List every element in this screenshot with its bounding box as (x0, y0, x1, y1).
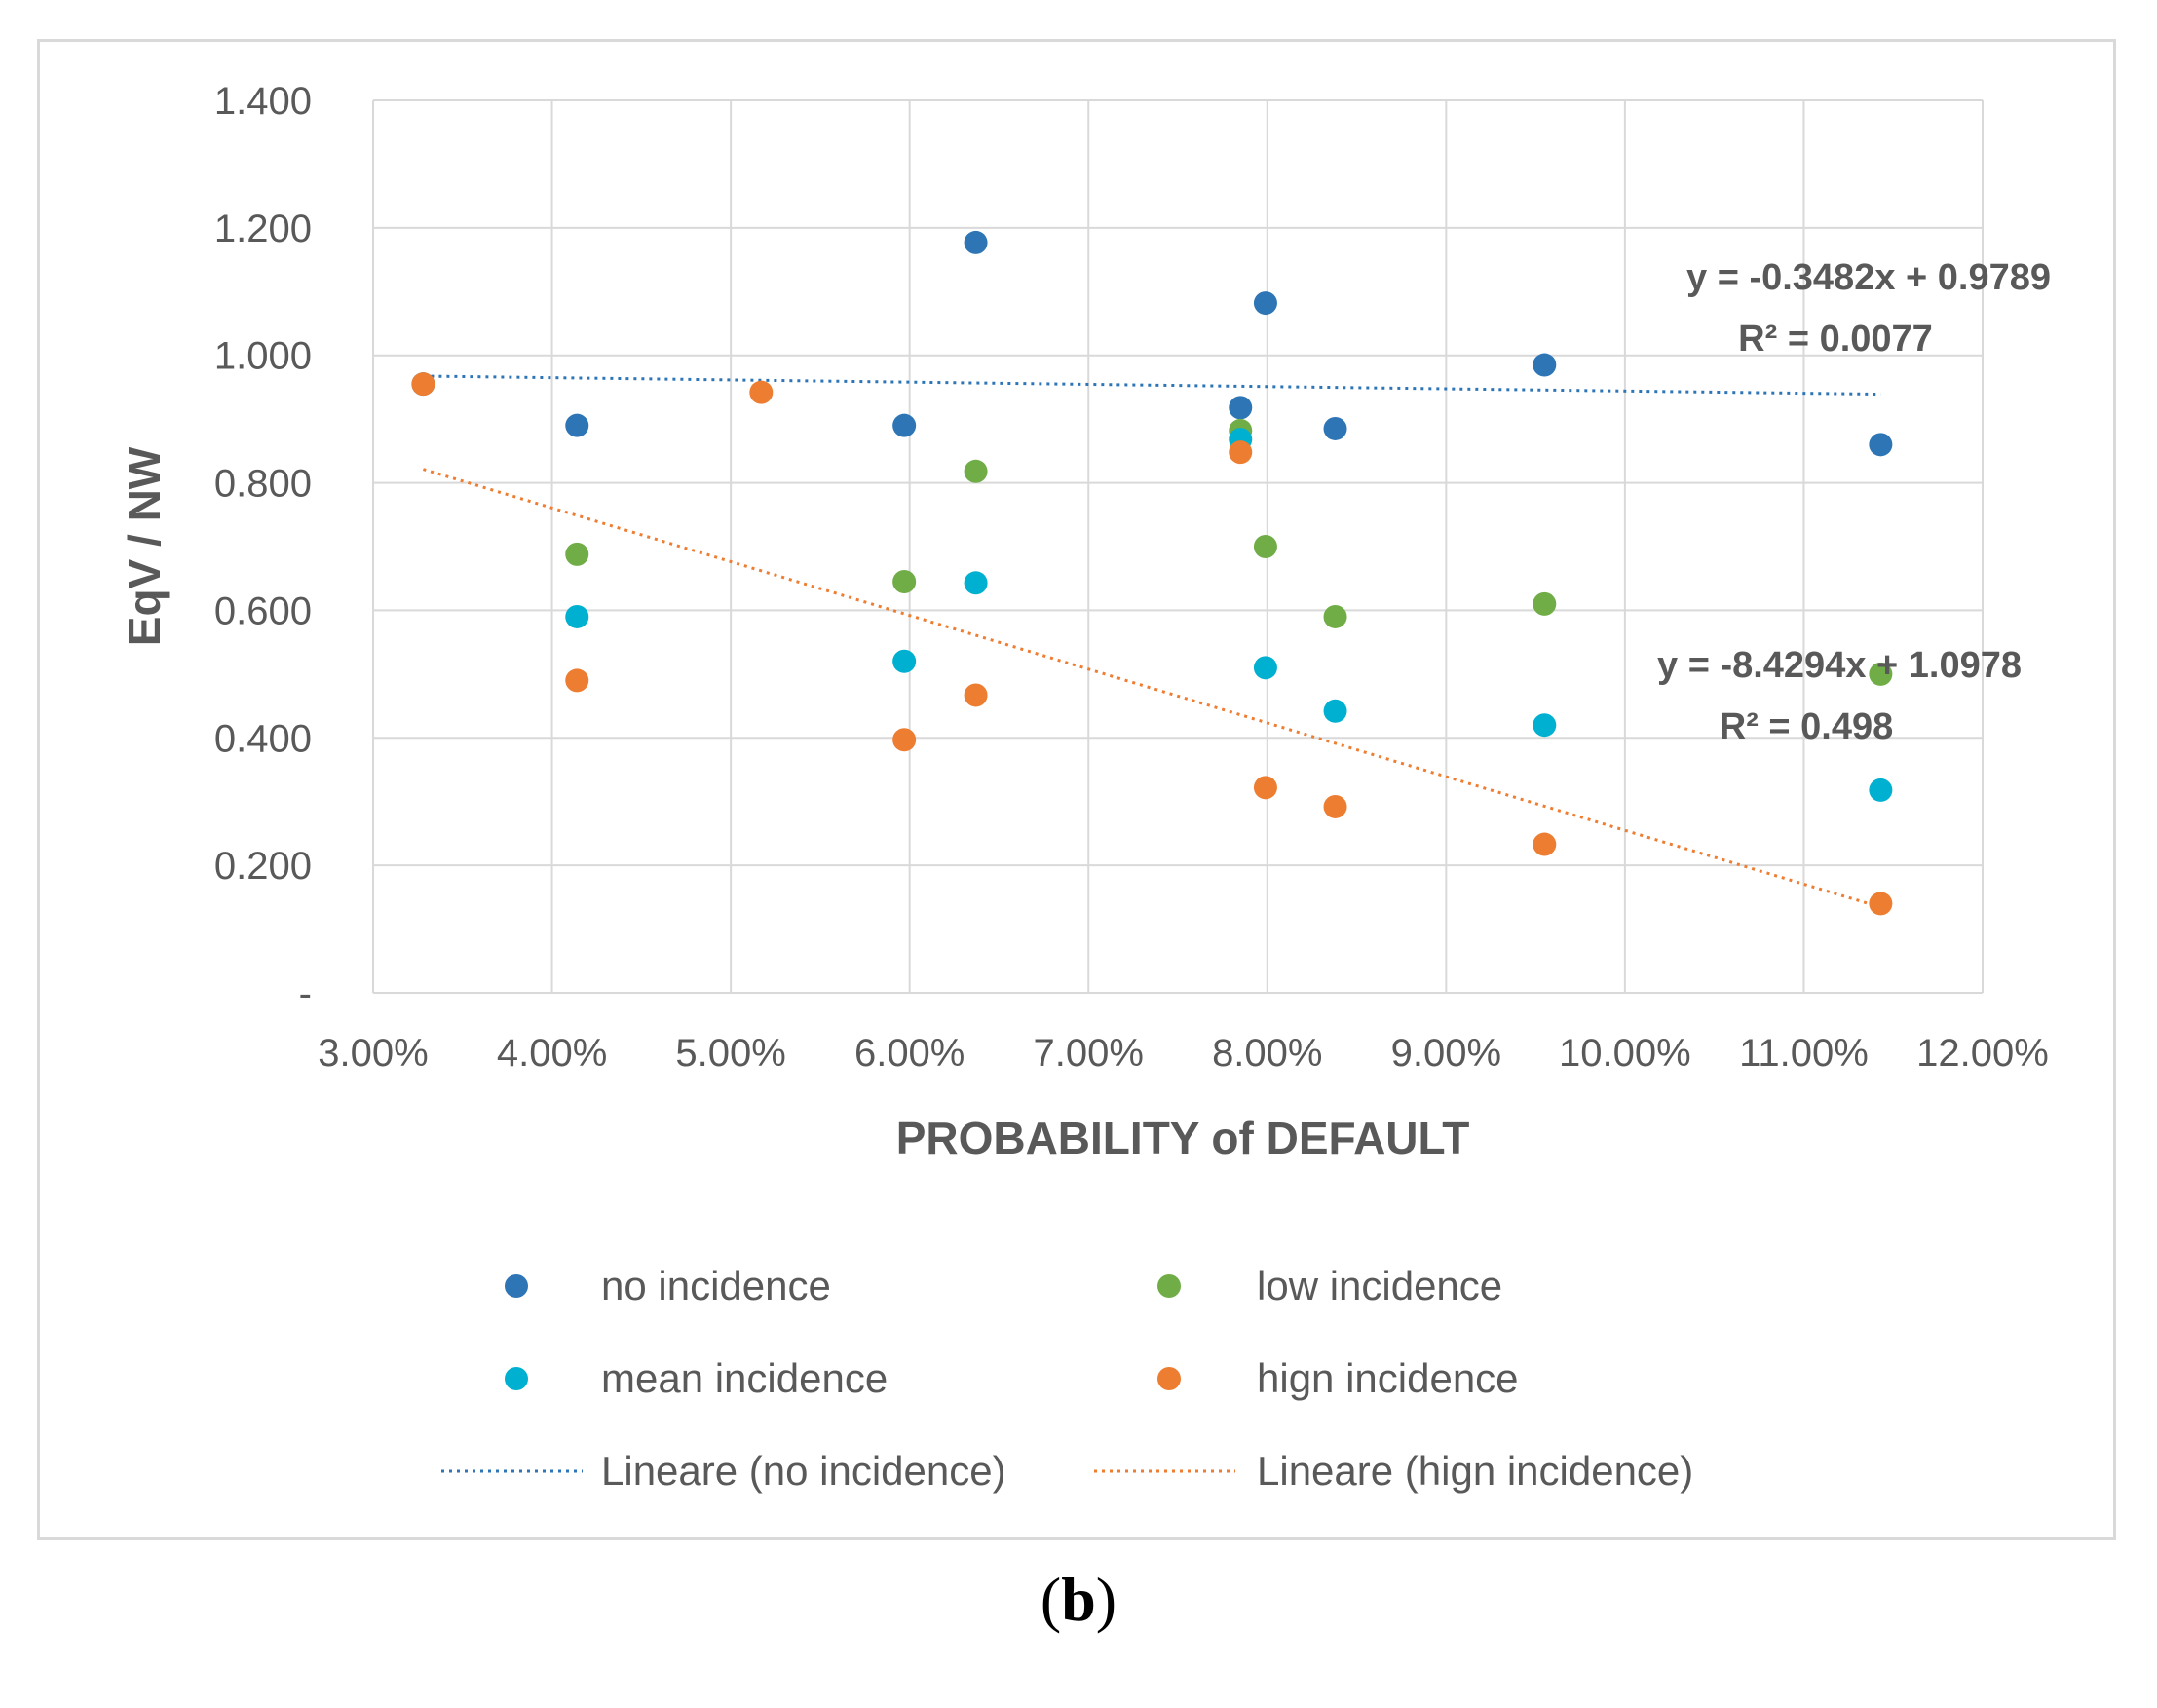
y-axis-title: EqV / NW (119, 446, 170, 646)
x-tick-label: 5.00% (675, 1032, 785, 1075)
data-point-1 (892, 569, 917, 593)
x-axis-title: PROBABILITY of DEFAULT (896, 1113, 1470, 1163)
y-tick-label: 0.600 (214, 589, 312, 632)
legend-label: Lineare (hign incidence) (1257, 1448, 1693, 1494)
y-tick-label: 1.000 (214, 335, 312, 378)
data-point-0 (1869, 433, 1893, 457)
data-point-2 (1533, 713, 1557, 738)
legend-label: low incidence (1257, 1263, 1502, 1309)
x-tick-label: 12.00% (1916, 1032, 2049, 1075)
y-tick-label: - (299, 972, 312, 1015)
data-point-3 (1253, 776, 1277, 800)
chart-frame (37, 39, 2116, 1540)
data-point-2 (565, 604, 589, 628)
legend-marker (1157, 1367, 1181, 1390)
x-tick-label: 10.00% (1559, 1032, 1691, 1075)
legend-label: mean incidence (601, 1355, 888, 1401)
data-point-0 (892, 413, 917, 437)
caption-letter: b (1061, 1565, 1096, 1634)
legend-label: hign incidence (1257, 1355, 1519, 1401)
data-point-0 (1533, 353, 1557, 377)
trendline-r2: R² = 0.498 (1720, 706, 1894, 747)
legend-marker (505, 1274, 528, 1298)
y-tick-label: 0.800 (214, 463, 312, 506)
data-point-2 (1253, 656, 1277, 680)
data-point-1 (1323, 604, 1347, 628)
data-point-2 (964, 571, 988, 595)
trendline-r2: R² = 0.0077 (1738, 319, 1933, 360)
data-point-3 (411, 372, 435, 397)
trendline-equation: y = -8.4294x + 1.0978 (1657, 645, 2022, 686)
data-point-3 (749, 380, 774, 404)
data-point-3 (892, 728, 917, 752)
data-point-3 (1533, 832, 1557, 856)
x-tick-label: 7.00% (1034, 1032, 1144, 1075)
x-tick-label: 4.00% (497, 1032, 607, 1075)
data-point-2 (1323, 699, 1347, 723)
data-point-2 (1869, 778, 1893, 802)
x-tick-label: 3.00% (318, 1032, 428, 1075)
y-tick-label: 0.400 (214, 717, 312, 760)
data-point-0 (1253, 291, 1277, 316)
trendline-1 (422, 468, 1881, 909)
legend-label: no incidence (601, 1263, 831, 1309)
data-point-0 (565, 413, 589, 437)
caption-close: ) (1095, 1565, 1117, 1634)
trendline-equation: y = -0.3482x + 0.9789 (1686, 257, 2051, 298)
x-tick-label: 6.00% (854, 1032, 965, 1075)
x-tick-label: 8.00% (1212, 1032, 1322, 1075)
caption-open: ( (1040, 1565, 1062, 1634)
data-point-3 (1869, 892, 1893, 916)
legend-marker (505, 1367, 528, 1390)
data-point-2 (892, 649, 917, 673)
y-tick-label: 1.200 (214, 208, 312, 250)
data-point-0 (964, 230, 988, 254)
data-point-3 (1323, 794, 1347, 818)
data-point-1 (565, 542, 589, 566)
data-point-3 (1229, 440, 1253, 465)
x-tick-label: 9.00% (1391, 1032, 1501, 1075)
data-point-1 (1869, 662, 1893, 686)
data-point-1 (964, 459, 988, 483)
trendline-0 (423, 374, 1881, 397)
data-point-0 (1323, 416, 1347, 440)
data-point-0 (1229, 396, 1253, 420)
legend-marker (1157, 1274, 1181, 1298)
y-tick-label: 1.400 (214, 80, 312, 123)
data-point-1 (1253, 535, 1277, 558)
legend-label: Lineare (no incidence) (601, 1448, 1006, 1494)
data-point-3 (964, 683, 988, 707)
data-point-3 (565, 668, 589, 693)
data-point-1 (1533, 591, 1557, 616)
x-tick-label: 11.00% (1739, 1032, 1869, 1075)
figure-caption: (b) (0, 1564, 2157, 1636)
y-tick-label: 0.200 (214, 845, 312, 888)
